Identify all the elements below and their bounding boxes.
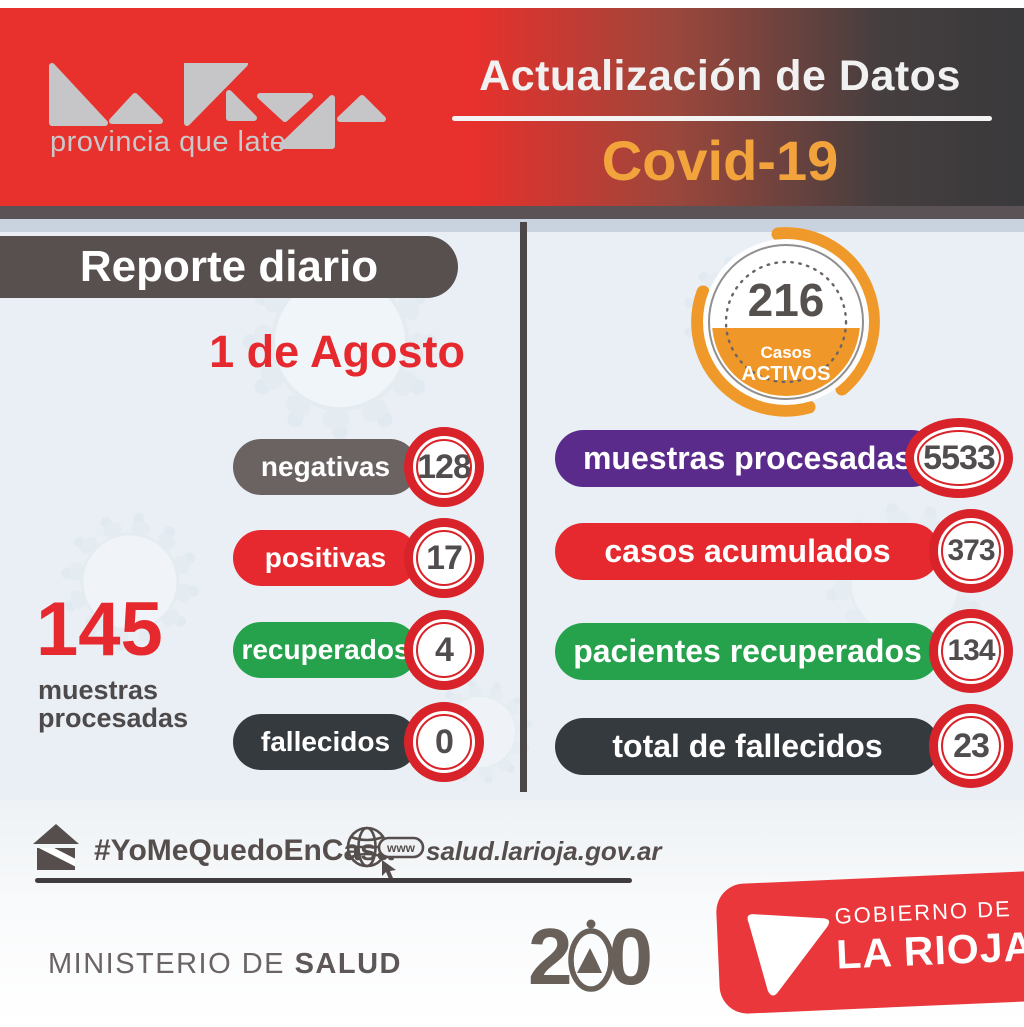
website-url: salud.larioja.gov.ar: [426, 836, 662, 866]
report-title: Reporte diario: [79, 242, 379, 291]
government-line2: LA RIOJA: [835, 923, 1024, 978]
government-name: GOBIERNO DE LA RIOJA: [834, 895, 1024, 979]
anniversary-emblem-icon: [567, 919, 614, 992]
stat-value-badge-negativas: 128: [404, 427, 484, 507]
ministry-label: MINISTERIO DE SALUD: [48, 948, 402, 981]
total-pill-muestras: muestras procesadas: [555, 430, 940, 487]
total-value: 134: [947, 634, 995, 667]
stat-label: fallecidos: [260, 726, 391, 757]
stat-pill-negativas: negativas: [233, 439, 418, 495]
total-value: 373: [947, 534, 995, 567]
header-divider-line: [452, 116, 992, 121]
active-cases-label-line2: ACTIVOS: [742, 363, 831, 385]
header-light-strip: [0, 219, 1024, 232]
samples-total-label: muestras procesadas: [38, 676, 188, 733]
ministry-prefix: MINISTERIO DE: [48, 948, 295, 980]
globe-www-icon: www: [346, 826, 425, 878]
total-label: pacientes recuperados: [573, 633, 922, 669]
stat-value-badge-fallecidos: 0: [404, 702, 484, 782]
stat-pill-positivas: positivas: [233, 530, 418, 586]
report-date: 1 de Agosto: [209, 326, 465, 377]
house-icon: [33, 824, 79, 870]
total-label: muestras procesadas: [582, 440, 913, 476]
stat-label: negativas: [260, 451, 391, 482]
total-value: 23: [953, 726, 990, 765]
stay-home-hashtag: #YoMeQuedoEnCasa: [94, 834, 394, 867]
footer-divider-line: [35, 878, 632, 883]
stat-pill-fallecidos: fallecidos: [233, 714, 418, 770]
cursor-icon: [382, 860, 396, 878]
stat-value: 4: [435, 630, 454, 669]
header-title: Actualización de Datos: [479, 52, 961, 100]
stat-value-badge-positivas: 17: [404, 518, 484, 598]
header-subtitle-covid19: Covid-19: [601, 129, 839, 192]
report-title-banner: Reporte diario: [0, 236, 458, 298]
stat-label: recuperados: [241, 634, 410, 665]
anniversary-200-logo: 2 0: [528, 912, 654, 1001]
column-divider: [520, 222, 527, 792]
anniversary-digit: 0: [608, 912, 654, 1001]
stat-value: 0: [435, 722, 454, 761]
active-cases-badge: 216 Casos ACTIVOS: [691, 227, 880, 417]
total-value-badge-muestras: 5533: [905, 418, 1013, 498]
stat-value: 128: [417, 447, 472, 486]
ministry-name: SALUD: [294, 948, 402, 980]
samples-label-line1: muestras: [38, 675, 159, 705]
anniversary-digit: 2: [528, 912, 573, 1001]
total-value: 5533: [923, 438, 996, 477]
total-label: total de fallecidos: [612, 728, 883, 764]
samples-total-value: 145: [36, 587, 163, 672]
la-rioja-triangles-logo: [49, 63, 386, 149]
total-pill-fallecidos: total de fallecidos: [555, 718, 940, 775]
header-banner: provincia que late Actualización de Dato…: [0, 8, 1024, 206]
total-pill-casos: casos acumulados: [555, 523, 940, 580]
total-value-badge-casos: 373: [929, 509, 1013, 593]
total-value-badge-fallecidos: 23: [929, 704, 1013, 788]
total-label: casos acumulados: [604, 533, 891, 569]
government-badge: GOBIERNO DE LA RIOJA: [715, 869, 1024, 1015]
header-shadow-strip: [0, 206, 1024, 219]
total-pill-recuperados: pacientes recuperados: [555, 623, 940, 680]
logo-tagline: provincia que late: [50, 126, 287, 158]
www-label: www: [386, 841, 416, 855]
stat-pill-recuperados: recuperados: [233, 622, 418, 678]
government-triangle-icon: [747, 914, 830, 996]
stat-value: 17: [426, 538, 463, 577]
stat-label: positivas: [264, 542, 387, 573]
active-cases-label-line1: Casos: [760, 343, 811, 362]
stat-value-badge-recuperados: 4: [404, 610, 484, 690]
total-value-badge-recuperados: 134: [929, 609, 1013, 693]
active-cases-value: 216: [748, 274, 825, 326]
samples-label-line2: procesadas: [38, 703, 189, 734]
